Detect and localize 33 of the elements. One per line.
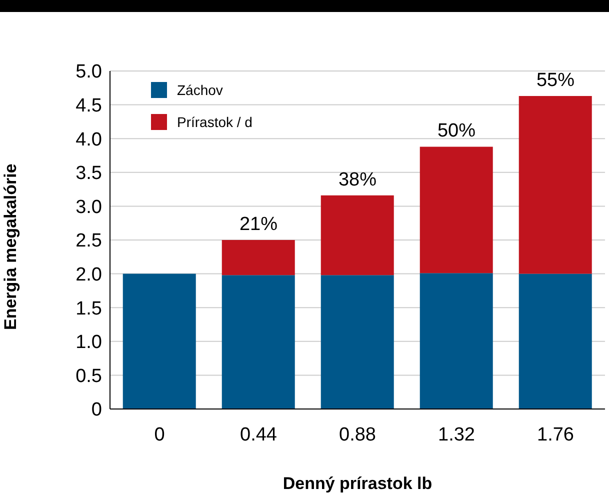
- y-tick-label: 2.5: [76, 230, 102, 252]
- bar: [420, 273, 493, 409]
- bar: [420, 146, 493, 274]
- bar: [518, 274, 592, 409]
- annotation: 55%: [536, 70, 575, 92]
- x-tick-label: 0: [154, 424, 165, 446]
- bar: [222, 240, 295, 276]
- y-tick-label: 1.0: [76, 332, 102, 354]
- y-tick-label: 5.0: [76, 62, 102, 83]
- x-tick-label: 0.88: [339, 424, 376, 446]
- y-tick-label: 1.5: [76, 298, 102, 320]
- x-axis-title: Denný prírastok lb: [282, 474, 432, 493]
- x-tick-label: 1.32: [438, 424, 475, 446]
- annotation: 50%: [437, 120, 476, 142]
- y-tick-label: 0.5: [76, 366, 102, 387]
- bar: [222, 275, 295, 409]
- y-tick-label: 0: [91, 400, 102, 421]
- annotation: 21%: [239, 214, 278, 235]
- y-axis-title: Energia megakalórie: [1, 164, 20, 330]
- annotation: 38%: [338, 169, 377, 190]
- y-tick-label: 4.0: [76, 129, 102, 150]
- y-tick-label: 3.0: [76, 196, 102, 218]
- bar: [518, 96, 592, 274]
- bar: [122, 274, 196, 409]
- x-tick-label: 0.44: [240, 424, 278, 446]
- x-tick-label: 1.76: [537, 424, 574, 446]
- y-tick-label: 2.0: [76, 264, 102, 286]
- y-tick-label: 3.5: [76, 163, 102, 184]
- legend-label: Záchov: [177, 82, 223, 98]
- legend-label: Prírastok / d: [177, 114, 252, 130]
- bar: [320, 195, 394, 276]
- bar: [320, 275, 394, 409]
- y-tick-label: 4.5: [76, 96, 102, 117]
